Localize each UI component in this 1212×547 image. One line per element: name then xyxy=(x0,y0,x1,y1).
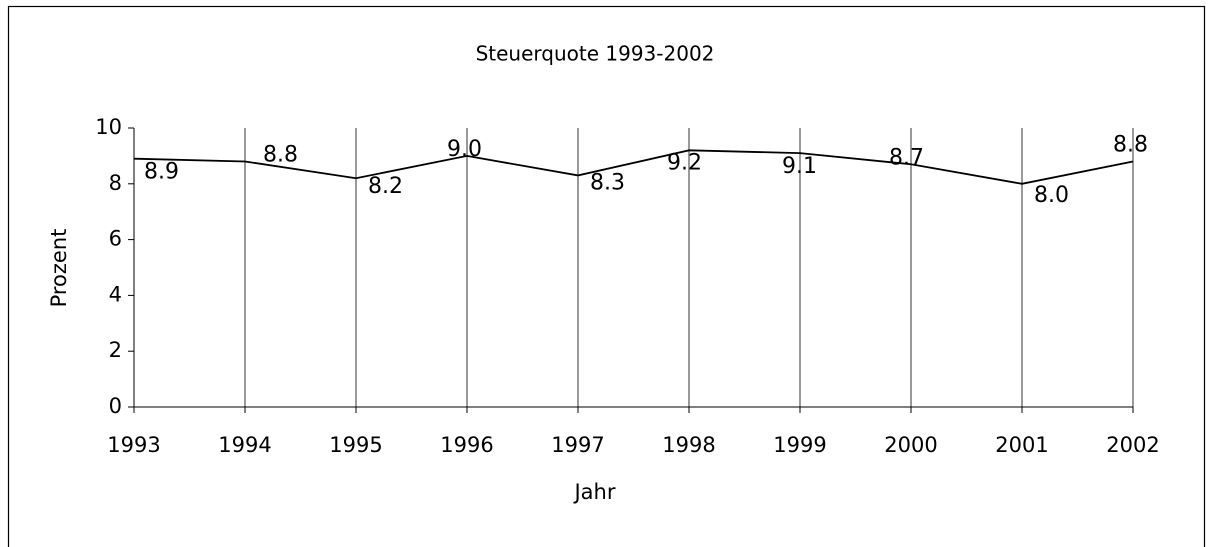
y-tick-label: 6 xyxy=(109,227,122,251)
data-label: 8.2 xyxy=(368,174,403,199)
x-tick-label: 2002 xyxy=(1106,433,1159,457)
data-label: 9.1 xyxy=(782,154,817,179)
data-label: 8.3 xyxy=(590,170,625,195)
data-label: 8.0 xyxy=(1034,183,1069,208)
data-label: 8.8 xyxy=(1113,132,1148,157)
x-tick-label: 2000 xyxy=(884,433,937,457)
x-tick-label: 1996 xyxy=(440,433,493,457)
x-tick-label: 1997 xyxy=(551,433,604,457)
y-tick-label: 0 xyxy=(109,394,122,418)
y-tick-label: 2 xyxy=(109,338,122,362)
data-label: 8.9 xyxy=(144,160,179,185)
line xyxy=(133,149,1134,185)
x-tick-label: 1998 xyxy=(662,433,715,457)
y-tick-label: 10 xyxy=(95,115,122,139)
x-tick-label: 1999 xyxy=(773,433,826,457)
y-axis-label: Prozent xyxy=(47,229,71,308)
x-tick-label: 1995 xyxy=(329,433,382,457)
chart-border xyxy=(7,5,1206,547)
x-tick-label: 1994 xyxy=(218,433,271,457)
x-axis-label: Jahr xyxy=(572,480,615,504)
x-tick-label: 1993 xyxy=(107,433,160,457)
data-label: 9.0 xyxy=(447,137,482,162)
y-tick-label: 4 xyxy=(109,282,122,306)
data-label: 9.2 xyxy=(667,150,702,175)
chart-title: Steuerquote 1993-2002 xyxy=(476,42,715,66)
data-label: 8.7 xyxy=(889,145,924,170)
data-label: 8.8 xyxy=(263,142,298,167)
y-tick-label: 8 xyxy=(109,171,122,195)
x-tick-label: 2001 xyxy=(995,433,1048,457)
